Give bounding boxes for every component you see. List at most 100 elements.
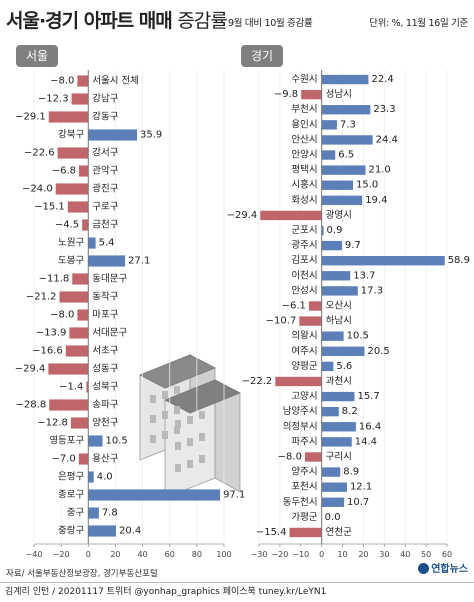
gyeonggi-bar xyxy=(321,406,339,417)
gyeonggi-tick-label: −30 xyxy=(251,550,268,559)
credit-footer: 김계리 인턴 / 20201117 트위터 @yonhap_graphics 페… xyxy=(0,582,474,602)
gyeonggi-bar xyxy=(321,437,352,447)
gyeonggi-bar xyxy=(304,452,322,462)
seoul-bar xyxy=(65,345,89,357)
gyeonggi-value-label: −8.0 xyxy=(278,451,302,462)
gyeonggi-value-label: −10.7 xyxy=(266,316,297,327)
seoul-value-label: −29.4 xyxy=(15,364,46,375)
gyeonggi-category-label: 용인시 xyxy=(291,119,317,130)
gyeonggi-category-label: 가평군 xyxy=(291,512,317,523)
gyeonggi-value-label: 9.7 xyxy=(345,240,361,251)
seoul-category-label: 노원구 xyxy=(58,238,84,249)
gyeonggi-value-label: 15.0 xyxy=(356,180,378,191)
gyeonggi-value-label: −22.2 xyxy=(242,376,273,387)
seoul-bar xyxy=(88,507,99,519)
gyeonggi-bar xyxy=(308,301,322,311)
seoul-bar xyxy=(77,309,89,321)
seoul-bar xyxy=(88,525,116,537)
seoul-category-label: 중구 xyxy=(67,508,85,519)
apartment-illustration xyxy=(139,354,241,499)
gyeonggi-category-label: 파주시 xyxy=(291,436,317,447)
seoul-bar xyxy=(48,111,89,123)
gyeonggi-value-label: 24.4 xyxy=(376,134,398,145)
seoul-value-label: −16.6 xyxy=(32,346,63,357)
gyeonggi-value-label: 8.9 xyxy=(343,467,359,478)
seoul-tick-label: 80 xyxy=(192,550,202,559)
seoul-value-label: −8.0 xyxy=(50,76,74,87)
seoul-value-label: −13.9 xyxy=(36,328,67,339)
gyeonggi-value-label: 5.6 xyxy=(336,361,352,372)
seoul-category-label: 동대문구 xyxy=(92,274,127,285)
gyeonggi-value-label: 16.4 xyxy=(359,421,381,432)
seoul-category-label: 서초구 xyxy=(92,346,118,357)
seoul-bar xyxy=(71,93,89,105)
gyeonggi-tick-label: −10 xyxy=(292,550,309,559)
gyeonggi-value-label: 22.4 xyxy=(371,74,393,85)
gyeonggi-value-label: 21.0 xyxy=(369,165,391,176)
seoul-bar xyxy=(79,165,89,177)
gyeonggi-category-label: 고양시 xyxy=(291,391,317,402)
seoul-category-label: 광진구 xyxy=(92,183,118,195)
seoul-value-label: 7.8 xyxy=(102,508,118,519)
seoul-bar xyxy=(48,363,89,375)
seoul-bar xyxy=(59,291,89,303)
seoul-bar xyxy=(88,489,221,501)
seoul-category-label: 중랑구 xyxy=(58,525,84,537)
gyeonggi-value-label: −15.4 xyxy=(256,527,287,538)
gyeonggi-category-label: 과천시 xyxy=(326,376,352,387)
gyeonggi-value-label: 14.4 xyxy=(355,436,377,447)
seoul-value-label: 27.1 xyxy=(128,256,150,267)
seoul-bar xyxy=(88,237,96,249)
seoul-tick-label: −20 xyxy=(53,550,70,559)
seoul-category-label: 강서구 xyxy=(92,148,118,159)
seoul-category-label: 성북구 xyxy=(92,382,118,393)
gyeonggi-value-label: 7.3 xyxy=(340,119,356,130)
gyeonggi-category-label: 구리시 xyxy=(326,451,352,462)
gyeonggi-value-label: 20.5 xyxy=(367,346,389,357)
gyeonggi-bar xyxy=(275,376,322,387)
seoul-value-label: −6.8 xyxy=(52,166,76,177)
seoul-category-label: 관악구 xyxy=(92,165,118,177)
gyeonggi-value-label: 0.0 xyxy=(325,512,341,523)
gyeonggi-category-label: 안산시 xyxy=(291,134,317,145)
gyeonggi-value-label: −29.4 xyxy=(227,210,258,221)
gyeonggi-tick-label: 40 xyxy=(400,550,410,559)
seoul-value-label: 10.5 xyxy=(106,436,128,447)
seoul-value-label: −24.0 xyxy=(22,184,53,195)
gyeonggi-category-label: 오산시 xyxy=(326,301,352,312)
gyeonggi-bar xyxy=(321,120,337,130)
seoul-bar xyxy=(72,273,89,285)
gyeonggi-value-label: 10.5 xyxy=(347,331,369,342)
seoul-value-label: −4.5 xyxy=(55,220,79,231)
gyeonggi-category-label: 연천군 xyxy=(326,527,352,538)
gyeonggi-value-label: 13.7 xyxy=(353,270,375,281)
gyeonggi-tick-label: 10 xyxy=(337,550,347,559)
gyeonggi-tick-label: 30 xyxy=(379,550,389,559)
gyeonggi-value-label: 0.9 xyxy=(327,225,343,236)
gyeonggi-category-label: 김포시 xyxy=(291,254,317,266)
seoul-bar xyxy=(88,471,94,483)
seoul-value-label: −22.6 xyxy=(24,148,55,159)
gyeonggi-bar xyxy=(260,210,322,221)
gyeonggi-bar xyxy=(321,74,369,85)
seoul-bar xyxy=(88,255,126,267)
seoul-value-label: 4.0 xyxy=(97,472,113,483)
seoul-bar xyxy=(67,201,89,213)
seoul-category-label: 서울시 전체 xyxy=(92,76,139,87)
seoul-bar xyxy=(49,399,89,411)
seoul-category-label: 강북구 xyxy=(58,130,84,141)
gyeonggi-value-label: 58.9 xyxy=(448,255,470,266)
unit-label: 단위: %, 11월 16일 기준 xyxy=(369,18,468,29)
seoul-category-label: 서대문구 xyxy=(92,328,127,339)
seoul-tick-label: 40 xyxy=(137,550,147,559)
logo-text: 연합뉴스 xyxy=(431,564,468,575)
seoul-bar xyxy=(77,75,89,87)
seoul-value-label: −15.1 xyxy=(34,202,65,213)
gyeonggi-category-label: 의정부시 xyxy=(283,421,318,432)
seoul-category-label: 종로구 xyxy=(58,490,84,501)
seoul-value-label: 20.4 xyxy=(119,526,141,537)
seoul-bar xyxy=(57,147,89,159)
seoul-value-label: 97.1 xyxy=(223,490,245,501)
gyeonggi-value-label: −9.8 xyxy=(274,89,298,100)
